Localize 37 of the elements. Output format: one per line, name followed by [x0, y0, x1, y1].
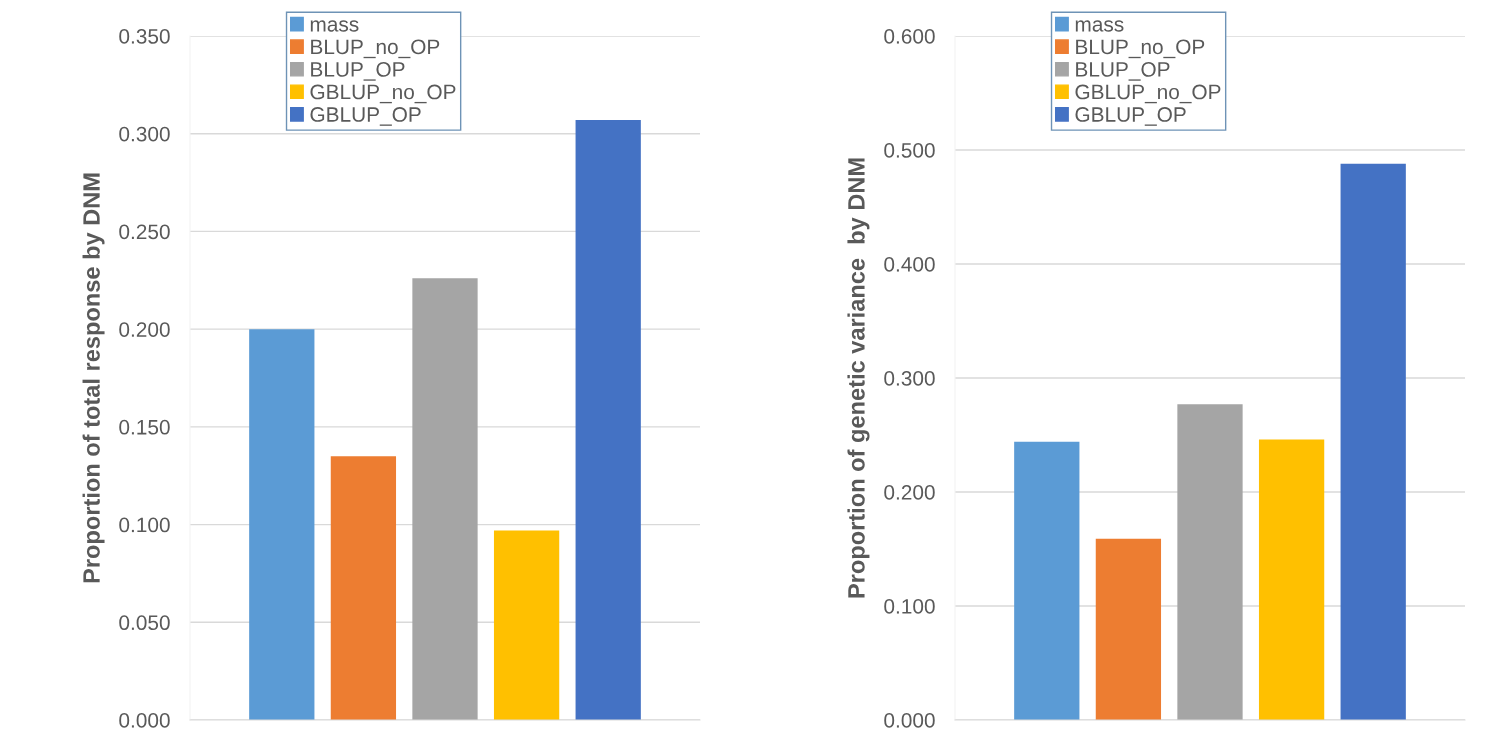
y-tick-label: 0.200 [119, 322, 170, 337]
y-tick-label: 0.200 [884, 485, 935, 500]
bar [493, 530, 560, 720]
bar [1095, 538, 1162, 720]
y-tick-label: 0.400 [884, 257, 935, 272]
bar [1258, 439, 1325, 720]
legend-label: GBLUP_no_OP [1075, 84, 1221, 104]
bar [330, 456, 397, 720]
bar [1014, 441, 1080, 720]
legend-label: BLUP_no_OP [311, 39, 440, 59]
y-tick-label: 0.600 [884, 29, 935, 44]
y-tick-label: 0.100 [884, 599, 935, 614]
legend-label: BLUP_OP [1076, 62, 1170, 81]
y-tick-label: 0.100 [119, 517, 170, 533]
y-tick-label: 0.500 [884, 143, 935, 158]
legend-label: mass [1075, 20, 1124, 32]
y-axis-title: Proportion of genetic variance by DNM [847, 158, 870, 598]
y-tick-label: 0.300 [884, 371, 935, 386]
bar [575, 120, 641, 720]
y-tick-label: 0.350 [119, 29, 170, 44]
y-tick-label: 0.150 [119, 419, 170, 435]
legend-label: BLUP_no_OP [1076, 39, 1205, 59]
y-tick-label: 0.000 [119, 713, 170, 728]
y-axis-title: Proportion of total response by DNM [82, 173, 105, 583]
bar [249, 329, 315, 720]
bar [1177, 404, 1243, 720]
legend-label: GBLUP_no_OP [310, 84, 456, 104]
y-tick-label: 0.050 [119, 615, 170, 631]
legend-label: mass [310, 20, 359, 32]
y-tick-label: 0.250 [119, 224, 170, 240]
y-tick-label: 0.300 [119, 126, 170, 142]
legend-label: GBLUP_OP [310, 107, 421, 126]
bar [1340, 163, 1406, 720]
bar [412, 278, 478, 720]
y-tick-label: 0.000 [884, 713, 935, 728]
legend-label: GBLUP_OP [1075, 107, 1186, 126]
legend-label: BLUP_OP [311, 62, 405, 81]
